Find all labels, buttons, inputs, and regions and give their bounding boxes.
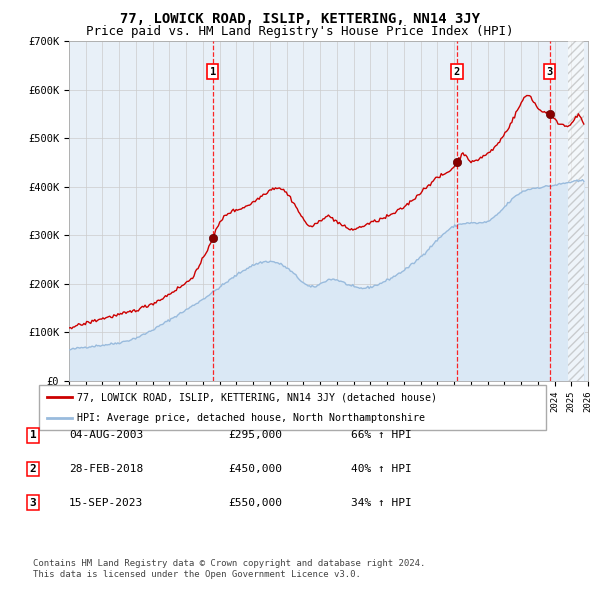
Text: £550,000: £550,000 bbox=[228, 498, 282, 507]
Text: Price paid vs. HM Land Registry's House Price Index (HPI): Price paid vs. HM Land Registry's House … bbox=[86, 25, 514, 38]
Text: 77, LOWICK ROAD, ISLIP, KETTERING, NN14 3JY: 77, LOWICK ROAD, ISLIP, KETTERING, NN14 … bbox=[120, 12, 480, 26]
Text: £450,000: £450,000 bbox=[228, 464, 282, 474]
Text: 1: 1 bbox=[29, 431, 37, 440]
Text: 3: 3 bbox=[29, 498, 37, 507]
Text: 04-AUG-2003: 04-AUG-2003 bbox=[69, 431, 143, 440]
Text: 3: 3 bbox=[547, 67, 553, 77]
Text: Contains HM Land Registry data © Crown copyright and database right 2024.: Contains HM Land Registry data © Crown c… bbox=[33, 559, 425, 568]
Text: 77, LOWICK ROAD, ISLIP, KETTERING, NN14 3JY (detached house): 77, LOWICK ROAD, ISLIP, KETTERING, NN14 … bbox=[77, 392, 437, 402]
Text: 66% ↑ HPI: 66% ↑ HPI bbox=[351, 431, 412, 440]
Text: 40% ↑ HPI: 40% ↑ HPI bbox=[351, 464, 412, 474]
Text: 2: 2 bbox=[454, 67, 460, 77]
Text: This data is licensed under the Open Government Licence v3.0.: This data is licensed under the Open Gov… bbox=[33, 571, 361, 579]
Text: £295,000: £295,000 bbox=[228, 431, 282, 440]
Text: 28-FEB-2018: 28-FEB-2018 bbox=[69, 464, 143, 474]
Text: 2: 2 bbox=[29, 464, 37, 474]
Text: 34% ↑ HPI: 34% ↑ HPI bbox=[351, 498, 412, 507]
Text: 15-SEP-2023: 15-SEP-2023 bbox=[69, 498, 143, 507]
Text: HPI: Average price, detached house, North Northamptonshire: HPI: Average price, detached house, Nort… bbox=[77, 412, 425, 422]
Text: 1: 1 bbox=[209, 67, 216, 77]
